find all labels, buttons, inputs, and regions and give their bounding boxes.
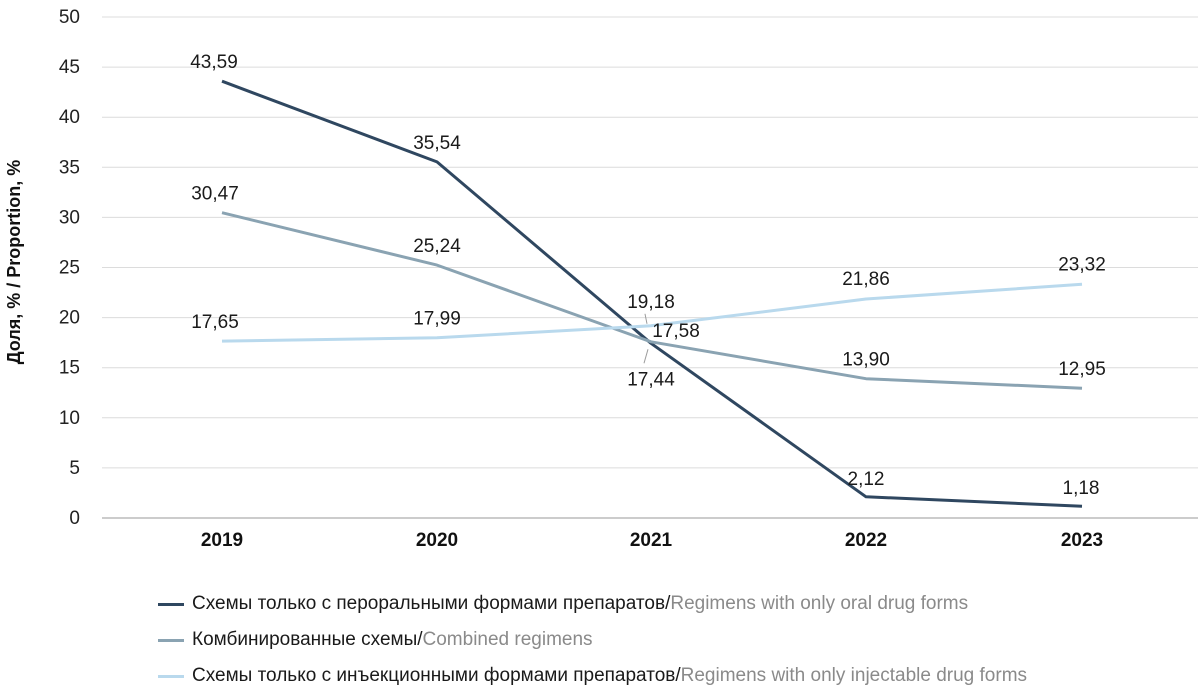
y-tick-label: 10 — [59, 408, 80, 429]
data-label-injectable: 19,18 — [627, 292, 675, 313]
x-axis-categories: 2019 2020 2021 2022 2023 — [201, 530, 1103, 551]
data-label-oral: 17,44 — [627, 369, 675, 390]
y-tick-label: 0 — [69, 508, 80, 529]
data-label-combined: 30,47 — [191, 184, 239, 205]
data-label-injectable: 21,86 — [842, 269, 890, 290]
legend-item-oral: Схемы только с пероральными формами преп… — [158, 586, 1027, 622]
legend-swatch-oral — [158, 602, 184, 606]
legend-separator: / — [675, 665, 681, 686]
y-tick-label: 5 — [69, 458, 80, 479]
data-label-combined: 12,95 — [1058, 359, 1106, 380]
label-leader-lines — [643, 313, 649, 364]
legend-label-combined-en: Combined regimens — [422, 629, 593, 650]
data-label-injectable: 17,99 — [413, 309, 461, 330]
data-label-combined: 25,24 — [413, 236, 461, 257]
gridlines — [102, 16, 1198, 519]
y-axis-ticks: 0 5 10 15 20 25 30 35 40 45 50 — [59, 7, 80, 529]
leader-line — [643, 349, 649, 364]
data-label-oral: 43,59 — [190, 52, 238, 73]
x-tick-label: 2019 — [201, 530, 243, 551]
data-label-oral: 1,18 — [1063, 478, 1100, 499]
data-label-combined: 17,58 — [652, 321, 700, 342]
y-tick-label: 50 — [59, 7, 80, 28]
data-label-oral: 35,54 — [413, 133, 461, 154]
legend-label-oral-ru: Схемы только с пероральными формами преп… — [192, 593, 666, 614]
x-tick-label: 2022 — [845, 530, 887, 551]
series-lines — [221, 79, 1083, 508]
line-chart: 0 5 10 15 20 25 30 35 40 45 50 2019 2020 2021 2022 202… — [4, 7, 1198, 551]
x-tick-label: 2020 — [416, 530, 458, 551]
legend-separator: / — [665, 593, 671, 614]
legend-item-combined: Комбинированные схемы / Combined regimen… — [158, 622, 1027, 658]
legend-label-oral-en: Regimens with only oral drug forms — [670, 593, 969, 614]
y-tick-label: 45 — [59, 57, 80, 78]
legend-separator: / — [417, 629, 423, 650]
y-tick-label: 30 — [59, 207, 80, 228]
series-line-combined — [221, 211, 1083, 390]
data-label-combined: 13,90 — [842, 350, 890, 371]
legend-label-injectable-en: Regimens with only injectable drug forms — [680, 665, 1028, 686]
legend-swatch-combined — [158, 638, 184, 642]
y-tick-label: 40 — [59, 107, 80, 128]
y-tick-label: 15 — [59, 358, 80, 379]
legend: Схемы только с пероральными формами преп… — [158, 586, 1027, 694]
x-tick-label: 2023 — [1061, 530, 1103, 551]
x-tick-label: 2021 — [630, 530, 673, 551]
legend-label-combined-ru: Комбинированные схемы — [192, 629, 418, 650]
legend-swatch-injectable — [158, 674, 184, 678]
data-label-injectable: 17,65 — [191, 312, 239, 333]
leader-line — [644, 313, 648, 324]
data-labels: 43,59 35,54 17,44 2,12 1,18 30,47 25,24 17,58 13… — [190, 52, 1106, 499]
legend-label-injectable-ru: Схемы только с инъекционными формами пре… — [192, 665, 676, 686]
series-line-injectable — [221, 282, 1083, 343]
y-axis-label: Доля, % / Proportion, % — [4, 160, 24, 365]
y-tick-label: 20 — [59, 308, 80, 329]
y-tick-label: 25 — [59, 258, 80, 279]
data-label-oral: 2,12 — [848, 469, 885, 490]
data-label-injectable: 23,32 — [1058, 254, 1106, 275]
legend-item-injectable: Схемы только с инъекционными формами пре… — [158, 658, 1027, 694]
y-tick-label: 35 — [59, 157, 80, 178]
